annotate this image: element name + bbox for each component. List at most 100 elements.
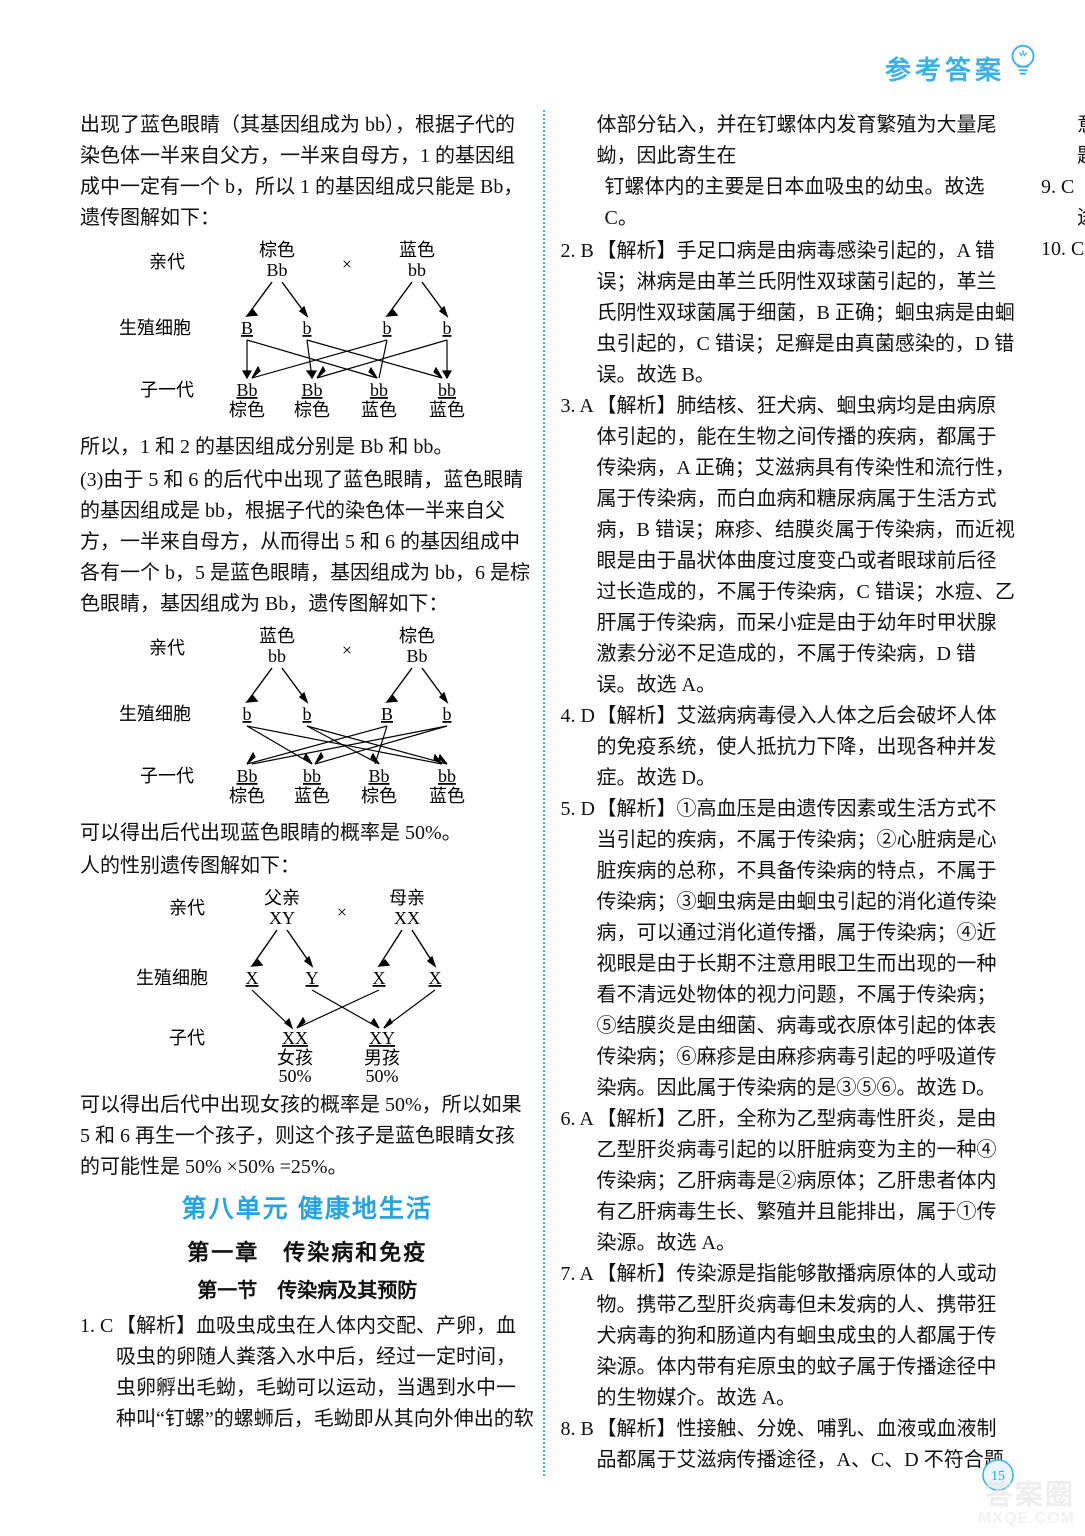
q4-body: 【解析】艾滋病病毒侵入人体之后会破坏人体的免疫系统，使人抵抗力下降，出现各种并发…: [597, 701, 1016, 794]
sx-mother-label: 母亲: [389, 888, 425, 908]
d2-gl0: b: [243, 704, 252, 724]
q10: 10. C 【解析】蛔虫病属于寄生虫病，通过饮水和食物传播。加强个人卫生、饭前便…: [1041, 234, 1085, 327]
d1-f1g3: bb: [438, 380, 456, 400]
page-header-title: 参考答案: [885, 50, 1005, 87]
sx-mother-geno: XX: [394, 908, 420, 928]
d2-f1p1: 蓝色: [294, 786, 330, 806]
q9: 9. C 【解析】流行性感冒属于呼吸道传染病，传播途径主要是空气和飞沫传播。故选…: [1041, 172, 1085, 234]
q7-body: 【解析】传染源是指能够散播病原体的人或动物。携带乙型肝炎病毒但未发病的人、携带狂…: [597, 1259, 1016, 1414]
sx-f1g0: XX: [282, 1028, 308, 1048]
unit-title: 第八单元 健康地生活: [80, 1191, 535, 1230]
sx-father-geno: XY: [269, 908, 295, 928]
d1-pr-geno: bb: [408, 260, 426, 280]
q2: 2. B 【解析】手足口病是由病毒感染引起的，A 错误；淋病是由革兰氏阴性双球菌…: [561, 236, 1016, 391]
d2-parent-label: 亲代: [149, 638, 185, 658]
d2-gl1: b: [303, 704, 312, 724]
genetics-diagram-2: 亲代 蓝色 bb × 棕色 Bb 生殖细胞 b b B: [80, 624, 535, 814]
left-p2: 所以，1 和 2 的基因组成分别是 Bb 和 bb。: [80, 432, 535, 463]
d1-f1p3: 蓝色: [429, 400, 465, 420]
sx-f1r1: 50%: [366, 1066, 399, 1086]
d1-pr-color: 蓝色: [399, 240, 435, 260]
d2-f1p2: 棕色: [361, 786, 397, 806]
d2-f1p3: 蓝色: [429, 786, 465, 806]
d2-pl-color: 蓝色: [259, 626, 295, 646]
genetics-diagram-1: 亲代 棕色 Bb × 蓝色 bb 生殖细胞 B b: [80, 238, 535, 428]
sx-fg0: X: [246, 968, 259, 988]
d1-gamete-label: 生殖细胞: [119, 317, 191, 338]
q3-num: 3. A: [561, 391, 597, 701]
d1-f1p1: 棕色: [294, 400, 330, 420]
d2-f1g2: Bb: [369, 766, 390, 786]
q1-cont: 钉螺体内的主要是日本血吸虫的幼虫。故选 C。: [561, 172, 1016, 234]
chapter-title: 第一章 传染病和免疫: [80, 1236, 535, 1270]
sx-f1p0: 女孩: [277, 1048, 313, 1068]
q7-num: 7. A: [561, 1259, 597, 1414]
sx-f1-label: 子代: [169, 1028, 205, 1048]
d1-f1g1: Bb: [302, 380, 323, 400]
d1-gl1: b: [303, 318, 312, 338]
watermark: 答案圈 MXQE.COM: [978, 1480, 1075, 1528]
q6: 6. A 【解析】乙肝，全称为乙型病毒性肝炎，是由乙型肝炎病毒引起的以肝脏病变为…: [561, 1104, 1016, 1259]
d1-f1g2: bb: [370, 380, 388, 400]
left-intro-1: 出现了蓝色眼睛（其基因组成为 bb），根据子代的染色体一半来自父方，一半来自母方…: [80, 110, 535, 234]
q6-num: 6. A: [561, 1104, 597, 1259]
d2-pr-color: 棕色: [399, 626, 435, 646]
q2-num: 2. B: [561, 236, 597, 391]
d2-pr-geno: Bb: [407, 646, 428, 666]
d1-cross: ×: [342, 254, 352, 274]
q2-body: 【解析】手足口病是由病毒感染引起的，A 错误；淋病是由革兰氏阴性双球菌引起的，革…: [597, 236, 1016, 391]
d1-gr1: b: [443, 318, 452, 338]
lightbulb-icon: [1009, 42, 1037, 82]
q9-num: 9. C: [1041, 172, 1077, 234]
section-title: 第一节 传染病及其预防: [80, 1276, 535, 1307]
sex-genetics-diagram: 亲代 父亲 XY × 母亲 XX 生殖细胞 X Y X: [80, 886, 535, 1086]
sx-f1g1: XY: [369, 1028, 395, 1048]
d2-f1-label: 子一代: [140, 766, 194, 786]
d1-gr0: b: [383, 318, 392, 338]
d2-pl-geno: bb: [268, 646, 286, 666]
left-p4: 可以得出后代出现蓝色眼睛的概率是 50%。: [80, 818, 535, 849]
d2-f1p0: 棕色: [229, 786, 265, 806]
content-columns: 出现了蓝色眼睛（其基因组成为 bb），根据子代的染色体一半来自父方，一半来自母方…: [80, 110, 1015, 1476]
sx-gamete-label: 生殖细胞: [136, 967, 208, 988]
d1-f1-label: 子一代: [140, 380, 194, 400]
sx-fg1: Y: [306, 968, 319, 988]
d1-f1p2: 蓝色: [361, 400, 397, 420]
d2-gamete-label: 生殖细胞: [119, 703, 191, 724]
d1-gl0: B: [241, 318, 253, 338]
sx-mg0: X: [373, 968, 386, 988]
watermark-line1: 答案圈: [985, 1479, 1075, 1510]
left-p5: 人的性别遗传图解如下：: [80, 851, 535, 882]
sx-mg1: X: [429, 968, 442, 988]
d1-pl-geno: Bb: [267, 260, 288, 280]
d2-f1g1: bb: [303, 766, 321, 786]
q5: 5. D 【解析】①高血压是由遗传因素或生活方式不当引起的疾病，不属于传染病；②…: [561, 794, 1016, 1104]
d1-parent-label: 亲代: [149, 252, 185, 272]
q3: 3. A 【解析】肺结核、狂犬病、蛔虫病均是由病原体引起的，能在生物之间传播的疾…: [561, 391, 1016, 701]
q4: 4. D 【解析】艾滋病病毒侵入人体之后会破坏人体的免疫系统，使人抵抗力下降，出…: [561, 701, 1016, 794]
q7: 7. A 【解析】传染源是指能够散播病原体的人或动物。携带乙型肝炎病毒但未发病的…: [561, 1259, 1016, 1414]
q6-body: 【解析】乙肝，全称为乙型病毒性肝炎，是由乙型肝炎病毒引起的以肝脏病变为主的一种④…: [597, 1104, 1016, 1259]
sx-f1r0: 50%: [279, 1066, 312, 1086]
d1-f1g0: Bb: [237, 380, 258, 400]
d2-cross: ×: [342, 640, 352, 660]
q9-body: 【解析】流行性感冒属于呼吸道传染病，传播途径主要是空气和飞沫传播。故选 C。: [1077, 172, 1085, 234]
d1-f1p0: 棕色: [229, 400, 265, 420]
d1-pl-color: 棕色: [259, 240, 295, 260]
left-p6: 可以得出后代中出现女孩的概率是 50%，所以如果 5 和 6 再生一个孩子，则这…: [80, 1090, 535, 1183]
q5-num: 5. D: [561, 794, 597, 1104]
left-p3: (3)由于 5 和 6 的后代中出现了蓝色眼睛，蓝色眼睛的基因组成是 bb，根据…: [80, 465, 535, 620]
q4-num: 4. D: [561, 701, 597, 794]
sx-father-label: 父亲: [264, 888, 300, 908]
q10-num: 10. C: [1041, 234, 1084, 327]
d2-f1g0: Bb: [237, 766, 258, 786]
watermark-line2: MXQE.COM: [978, 1510, 1075, 1528]
sx-f1p1: 男孩: [364, 1048, 400, 1068]
sx-parent-label: 亲代: [169, 898, 205, 918]
d2-f1g3: bb: [438, 766, 456, 786]
q5-body: 【解析】①高血压是由遗传因素或生活方式不当引起的疾病，不属于传染病；②心脏病是心…: [597, 794, 1016, 1104]
q3-body: 【解析】肺结核、狂犬病、蛔虫病均是由病原体引起的，能在生物之间传播的疾病，都属于…: [597, 391, 1016, 701]
sx-cross: ×: [337, 902, 347, 922]
d2-gr1: b: [443, 704, 452, 724]
d2-gr0: B: [381, 704, 393, 724]
